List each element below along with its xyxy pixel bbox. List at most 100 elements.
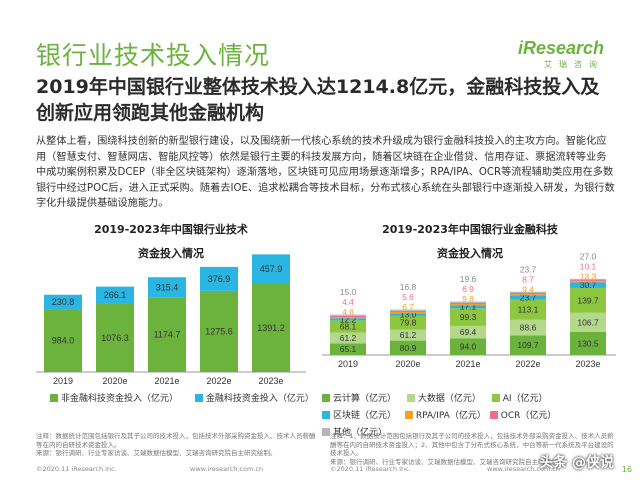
chart2-data-label: 23.7 bbox=[520, 292, 537, 302]
legend-item: 金融科技资金投入（亿元） bbox=[194, 391, 314, 404]
chart2-bar bbox=[390, 329, 426, 341]
chart1-data-label: 315.4 bbox=[156, 282, 179, 292]
chart2-tick-label: 2022e bbox=[515, 359, 540, 369]
legend-label: OCR（亿元） bbox=[500, 411, 557, 421]
chart1-title-line1: 2019-2023年中国银行业技术 bbox=[94, 223, 248, 236]
chart2-data-label: 19.6 bbox=[460, 274, 477, 284]
chart2-bar bbox=[510, 295, 546, 300]
chart2-data-label: 5.6 bbox=[402, 292, 414, 302]
chart2-bar bbox=[570, 331, 606, 355]
chart2-bar bbox=[570, 281, 606, 283]
chart2-bar bbox=[510, 292, 546, 295]
chart2-title-line1: 2019-2023年中国银行业金融科技 bbox=[382, 223, 558, 236]
chart2-data-label: 88.6 bbox=[520, 323, 537, 333]
chart2-bar bbox=[510, 319, 546, 336]
chart2-bar bbox=[330, 320, 366, 333]
legend-item: 大数据（亿元） bbox=[406, 391, 489, 404]
chart2-bar bbox=[570, 282, 606, 288]
chart2-data-label: 23.7 bbox=[520, 264, 537, 274]
chart2-data-label: 15.0 bbox=[340, 287, 357, 297]
chart2-data-label: 16.8 bbox=[400, 282, 417, 292]
chart1-tick-label: 2019 bbox=[53, 376, 73, 386]
legend-label: 云计算（亿元） bbox=[333, 394, 397, 404]
chart1-data-label: 1391.2 bbox=[257, 323, 285, 333]
chart2-data-label: 9.8 bbox=[462, 294, 474, 304]
chart1-note: 注释：数据统计范围包括银行及其子公司的技术投入，包括技术外部采购资金投入、技术人… bbox=[36, 432, 316, 457]
chart2-bar bbox=[390, 313, 426, 316]
chart2-legend: 云计算（亿元） 大数据（亿元） AI（亿元） 区块链（亿元） RPA/IPA（亿… bbox=[322, 391, 632, 442]
chart1-legend: 非金融科技资金投入（亿元） 金融科技资金投入（亿元） bbox=[50, 391, 328, 405]
brand-name: iResearch bbox=[517, 38, 604, 58]
chart1-data-label: 1174.7 bbox=[154, 330, 181, 340]
brand-logo: iResearch 艾瑞咨询 bbox=[518, 38, 604, 70]
chart2-data-label: 30.7 bbox=[580, 280, 597, 290]
footer-url-right[interactable]: www.iresearch.com.cn bbox=[487, 465, 561, 473]
chart2-bar bbox=[330, 332, 366, 344]
chart2-data-label: 79.8 bbox=[400, 318, 417, 328]
chart2-data-label: 61.2 bbox=[400, 330, 417, 340]
chart2-bar bbox=[390, 340, 426, 355]
chart2-data-label: 94.0 bbox=[460, 342, 477, 352]
chart2-bar bbox=[330, 315, 366, 318]
chart1-bar bbox=[44, 309, 82, 372]
chart2-bar bbox=[570, 280, 606, 282]
legend-item: 其他（亿元） bbox=[322, 425, 404, 438]
legend-label: RPA/IPA（亿元） bbox=[415, 411, 486, 421]
headline: 2019年中国银行业整体技术投入达1214.8亿元，金融科技投入及创新应用领跑其… bbox=[36, 76, 600, 124]
chart2-bar bbox=[450, 305, 486, 309]
chart1-tick-label: 2020e bbox=[102, 376, 127, 386]
chart1-data-label: 457.9 bbox=[260, 264, 283, 274]
chart2-data-label: 8.7 bbox=[522, 274, 534, 284]
chart1-data-label: 984.0 bbox=[52, 336, 75, 346]
body-paragraph: 从整体上看，围绕科技创新的新型银行建设，以及围绕新一代核心系统的技术升级成为银行… bbox=[36, 136, 615, 209]
legend-item: 非金融科技资金投入（亿元） bbox=[50, 391, 178, 404]
chart2-bar bbox=[330, 314, 366, 316]
chart2-data-label: 13.0 bbox=[400, 309, 417, 319]
chart2-bar bbox=[450, 301, 486, 303]
chart2-data-label: 4.8 bbox=[342, 307, 354, 317]
chart1-data-label: 1275.6 bbox=[205, 326, 233, 336]
chart2-bar bbox=[570, 287, 606, 313]
chart1-bar bbox=[200, 290, 238, 372]
chart2-bar bbox=[390, 310, 426, 312]
footer-url-left[interactable]: www.iresearch.com.cn bbox=[190, 465, 264, 473]
chart1-data-label: 376.9 bbox=[208, 274, 231, 284]
chart2-tick-label: 2023e bbox=[575, 359, 600, 369]
chart2-data-label: 13.3 bbox=[580, 271, 597, 281]
chart2-note: 注释：1、数据统计范围包括银行及其子公司的技术投入，包括技术外部采购资金投入、技… bbox=[330, 432, 614, 466]
chart2-bar bbox=[450, 325, 486, 339]
chart2-bar bbox=[510, 299, 546, 320]
chart2-data-label: 106.7 bbox=[577, 317, 599, 327]
legend-item: 区块链（亿元） bbox=[322, 408, 402, 421]
chart2-title: 2019-2023年中国银行业金融科技 资金投入情况 bbox=[320, 218, 620, 266]
chart2-bar bbox=[330, 317, 366, 319]
chart2-bar bbox=[450, 308, 486, 326]
chart1-title: 2019-2023年中国银行业技术 资金投入情况 bbox=[36, 218, 306, 266]
chart1-bar bbox=[148, 277, 186, 298]
chart1-tick-label: 2022e bbox=[206, 376, 231, 386]
chart2-data-label: 12.2 bbox=[340, 314, 357, 324]
legend-item: OCR（亿元） bbox=[489, 408, 572, 421]
chart2-bar bbox=[390, 311, 426, 314]
chart2-bar bbox=[330, 318, 366, 321]
chart2-bar bbox=[510, 335, 546, 355]
brand-sub: 艾瑞咨询 bbox=[544, 60, 604, 69]
chart2-tick-label: 2021e bbox=[455, 359, 480, 369]
chart1-data-label: 266.1 bbox=[104, 290, 127, 300]
legend-label: 金融科技资金投入（亿元） bbox=[205, 394, 314, 404]
legend-label: 区块链（亿元） bbox=[333, 411, 397, 421]
chart2-data-label: 9.4 bbox=[522, 284, 534, 294]
chart2-bar bbox=[450, 303, 486, 306]
chart2-data-label: 17.1 bbox=[460, 302, 477, 312]
chart2-data-label: 80.9 bbox=[400, 343, 417, 353]
chart2-bar bbox=[570, 278, 606, 281]
chart2-data-label: 113.1 bbox=[518, 305, 539, 315]
chart2-data-label: 61.2 bbox=[340, 333, 357, 343]
chart2-data-label: 69.4 bbox=[460, 327, 477, 337]
legend-label: 其他（亿元） bbox=[333, 428, 388, 438]
chart2-data-label: 68.1 bbox=[340, 321, 357, 331]
page-number: 16 bbox=[621, 465, 632, 474]
chart2-bar bbox=[570, 312, 606, 332]
chart2-data-label: 6.9 bbox=[462, 284, 474, 294]
